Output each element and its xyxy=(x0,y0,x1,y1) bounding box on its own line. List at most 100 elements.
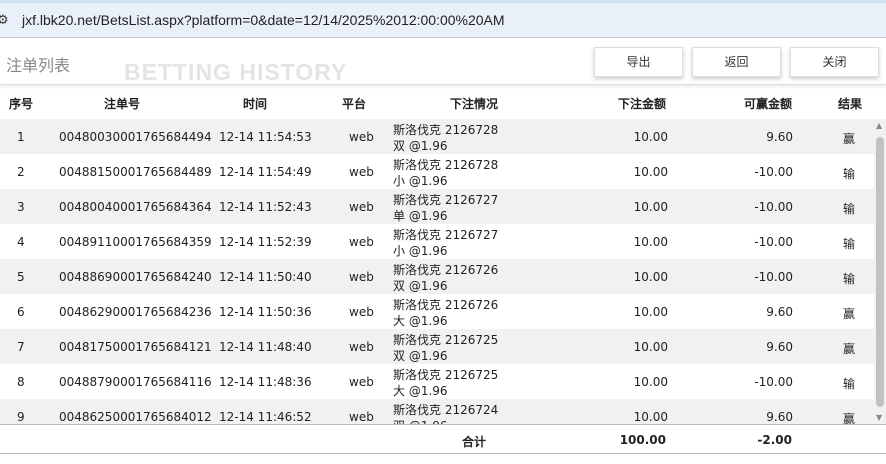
cell-platform: web xyxy=(349,165,374,179)
bet-line-1: 斯洛伐克 2126726 xyxy=(393,263,499,277)
cell-result: 输 xyxy=(843,237,856,251)
cell-win: -10.00 xyxy=(754,165,793,179)
back-button[interactable]: 返回 xyxy=(692,47,781,77)
header-win: 可赢金额 xyxy=(743,97,792,111)
cell-bet: 斯洛伐克 2126728 小 @1.96 xyxy=(393,157,498,189)
cell-platform: web xyxy=(349,410,374,424)
cell-time: 12-14 11:50:36 xyxy=(219,305,312,319)
close-button[interactable]: 关闭 xyxy=(790,47,879,77)
table-row[interactable]: 3 00480040001765684364 12-14 11:52:43 we… xyxy=(0,189,874,224)
table-row[interactable]: 5 00488690001765684240 12-14 11:50:40 we… xyxy=(0,259,874,294)
cell-platform: web xyxy=(349,340,374,354)
cell-result: 赢 xyxy=(843,132,856,146)
page-header: 注单列表 BETTING HISTORY 导出 返回 关闭 xyxy=(0,39,886,85)
cell-id: 00488790001765684116 xyxy=(59,375,212,389)
table-row[interactable]: 2 00488150001765684489 12-14 11:54:49 we… xyxy=(0,154,874,189)
scroll-up-icon[interactable]: ▲ xyxy=(876,121,883,130)
header-platform: 平台 xyxy=(342,97,367,111)
cell-no: 6 xyxy=(17,305,25,319)
scrollbar[interactable]: ▲ ▼ xyxy=(874,119,886,424)
cell-no: 3 xyxy=(17,200,25,214)
table-header: 序号 注单号 时间 平台 下注情况 下注金额 可赢金额 结果 xyxy=(0,86,886,119)
bet-line-2: 小 @1.96 xyxy=(393,174,448,188)
cell-win: 9.60 xyxy=(766,130,793,144)
cell-bet: 斯洛伐克 2126726 大 @1.96 xyxy=(393,297,498,329)
bet-line-2: 双 @1.96 xyxy=(393,279,448,293)
cell-result: 赢 xyxy=(843,342,856,356)
cell-platform: web xyxy=(349,270,374,284)
cell-bet: 斯洛伐克 2126725 双 @1.96 xyxy=(393,332,498,364)
cell-result: 输 xyxy=(843,272,856,286)
header-result: 结果 xyxy=(838,97,863,111)
url-text[interactable]: jxf.lbk20.net/BetsList.aspx?platform=0&d… xyxy=(22,12,505,28)
cell-no: 1 xyxy=(17,130,25,144)
header-amount: 下注金额 xyxy=(617,97,666,111)
bet-line-1: 斯洛伐克 2126728 xyxy=(393,123,499,137)
cell-bet: 斯洛伐克 2126725 大 @1.96 xyxy=(393,367,498,399)
cell-id: 00480030001765684494 xyxy=(59,130,212,144)
table-row[interactable]: 6 00486290001765684236 12-14 11:50:36 we… xyxy=(0,294,874,329)
scrollbar-thumb[interactable] xyxy=(876,137,884,407)
cell-bet: 斯洛伐克 2126727 单 @1.96 xyxy=(393,192,498,224)
bet-line-2: 大 @1.96 xyxy=(393,384,448,398)
cell-id: 00481750001765684121 xyxy=(59,340,212,354)
bet-line-1: 斯洛伐克 2126726 xyxy=(393,298,499,312)
cell-bet: 斯洛伐克 2126727 小 @1.96 xyxy=(393,227,498,259)
header-bet: 下注情况 xyxy=(450,97,499,111)
cell-amount: 10.00 xyxy=(633,340,668,354)
header-id: 注单号 xyxy=(104,97,141,111)
cell-id: 00488150001765684489 xyxy=(59,165,212,179)
table-row[interactable]: 9 00486250001765684012 12-14 11:46:52 we… xyxy=(0,399,874,424)
cell-win: -10.00 xyxy=(754,375,793,389)
cell-no: 4 xyxy=(17,235,25,249)
site-info-icon[interactable]: ⚙ xyxy=(0,13,9,28)
cell-result: 赢 xyxy=(843,412,856,424)
cell-amount: 10.00 xyxy=(633,130,668,144)
table-row[interactable]: 7 00481750001765684121 12-14 11:48:40 we… xyxy=(0,329,874,364)
cell-result: 输 xyxy=(843,202,856,216)
cell-result: 赢 xyxy=(843,307,856,321)
cell-amount: 10.00 xyxy=(633,305,668,319)
cell-bet: 斯洛伐克 2126728 双 @1.96 xyxy=(393,122,498,154)
bet-line-1: 斯洛伐克 2126727 xyxy=(393,193,499,207)
bet-line-2: 单 @1.96 xyxy=(393,209,448,223)
cell-amount: 10.00 xyxy=(633,235,668,249)
cell-platform: web xyxy=(349,235,374,249)
header-time: 时间 xyxy=(243,97,268,111)
cell-id: 00486290001765684236 xyxy=(59,305,212,319)
table-body[interactable]: 1 00480030001765684494 12-14 11:54:53 we… xyxy=(0,119,874,424)
cell-win: 9.60 xyxy=(766,305,793,319)
export-button[interactable]: 导出 xyxy=(594,47,683,77)
cell-no: 8 xyxy=(17,375,25,389)
cell-no: 7 xyxy=(17,340,25,354)
footer-label: 合计 xyxy=(462,435,487,449)
bet-line-2: 双 @1.96 xyxy=(393,139,448,153)
cell-platform: web xyxy=(349,200,374,214)
cell-time: 12-14 11:52:43 xyxy=(219,200,312,214)
cell-id: 00486250001765684012 xyxy=(59,410,212,424)
bet-line-2: 双 @1.96 xyxy=(393,419,448,424)
cell-time: 12-14 11:54:53 xyxy=(219,130,312,144)
scroll-down-icon[interactable]: ▼ xyxy=(876,413,883,422)
footer-amount: 100.00 xyxy=(619,433,666,447)
table-row[interactable]: 1 00480030001765684494 12-14 11:54:53 we… xyxy=(0,119,874,154)
cell-time: 12-14 11:46:52 xyxy=(219,410,312,424)
browser-address-bar[interactable]: ⚙ jxf.lbk20.net/BetsList.aspx?platform=0… xyxy=(0,0,886,38)
bet-line-2: 大 @1.96 xyxy=(393,314,448,328)
cell-time: 12-14 11:48:36 xyxy=(219,375,312,389)
cell-win: -10.00 xyxy=(754,235,793,249)
bet-line-1: 斯洛伐克 2126724 xyxy=(393,403,499,417)
cell-amount: 10.00 xyxy=(633,375,668,389)
cell-no: 9 xyxy=(17,410,25,424)
cell-amount: 10.00 xyxy=(633,410,668,424)
bet-line-2: 小 @1.96 xyxy=(393,244,448,258)
cell-time: 12-14 11:52:39 xyxy=(219,235,312,249)
footer-win: -2.00 xyxy=(757,433,792,447)
watermark: BETTING HISTORY xyxy=(124,59,348,85)
table-row[interactable]: 4 00489110001765684359 12-14 11:52:39 we… xyxy=(0,224,874,259)
cell-time: 12-14 11:54:49 xyxy=(219,165,312,179)
bet-line-1: 斯洛伐克 2126728 xyxy=(393,158,499,172)
table-row[interactable]: 8 00488790001765684116 12-14 11:48:36 we… xyxy=(0,364,874,399)
cell-no: 5 xyxy=(17,270,25,284)
cell-no: 2 xyxy=(17,165,25,179)
